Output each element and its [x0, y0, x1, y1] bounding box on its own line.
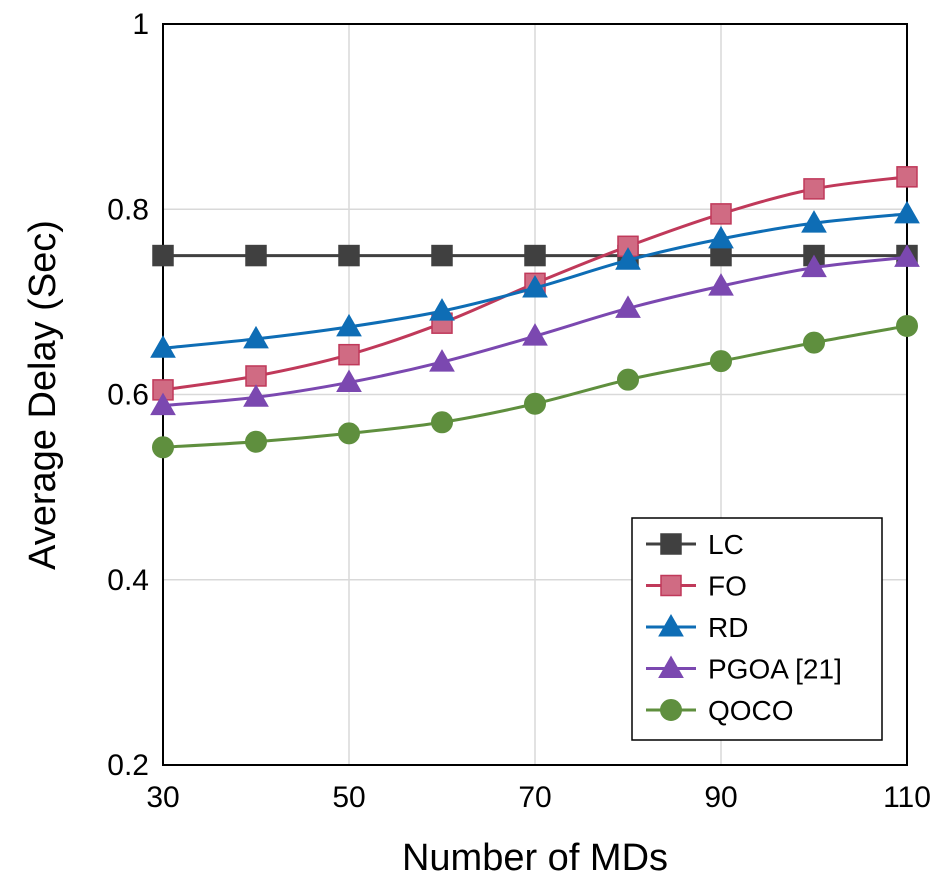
data-point [152, 436, 174, 459]
data-point [710, 203, 732, 225]
data-point [801, 254, 827, 278]
data-point [708, 225, 734, 249]
data-point [615, 247, 641, 270]
legend-label: PGOA [21] [708, 654, 842, 685]
legend-item: PGOA [21] [646, 654, 842, 685]
data-point [615, 295, 641, 318]
data-point [896, 166, 918, 188]
tick-labels: 0.2 0.4 0.6 0.8 1 30 50 70 90 110 [107, 8, 931, 814]
x-tick-label: 110 [883, 781, 931, 814]
data-point [522, 274, 548, 298]
legend-marker [660, 533, 682, 555]
y-tick-label: 1 [132, 8, 149, 41]
data-point [617, 368, 639, 391]
data-point [429, 298, 455, 321]
data-point [338, 422, 360, 445]
y-tick-label: 0.2 [107, 749, 149, 782]
data-point [801, 210, 827, 233]
legend-item: LC [646, 529, 744, 560]
y-tick-label: 0.4 [107, 564, 149, 597]
data-point [896, 314, 918, 337]
data-point [894, 244, 920, 267]
data-point [245, 430, 267, 453]
data-point [710, 350, 732, 373]
y-tick-label: 0.8 [107, 193, 149, 226]
legend-item: RD [646, 612, 748, 643]
data-point [243, 325, 269, 349]
data-point [429, 349, 455, 372]
data-point [803, 331, 825, 354]
data-point [243, 384, 269, 407]
series-layer [150, 166, 920, 459]
series-pgoa-21 [150, 244, 920, 416]
data-point [894, 200, 920, 224]
y-tick-label: 0.6 [107, 379, 149, 412]
x-axis-title: Number of MDs [402, 837, 668, 879]
legend-marker [660, 574, 682, 597]
legend-label: RD [708, 612, 748, 643]
data-point [338, 343, 360, 366]
data-point [524, 392, 546, 415]
data-point [803, 178, 825, 200]
data-point [245, 244, 267, 267]
series-qoco [152, 314, 918, 459]
legend-item: QOCO [646, 695, 794, 726]
legend-label: LC [708, 529, 744, 560]
data-point [708, 273, 734, 296]
legend-marker [660, 699, 682, 721]
data-point [431, 411, 453, 434]
legend-item: FO [646, 571, 747, 602]
data-point [152, 244, 174, 267]
legend-marker [658, 655, 684, 678]
legend-marker [658, 613, 684, 637]
data-point [336, 369, 362, 392]
legend: LC FO RD PGOA [21] QOCO [631, 517, 883, 741]
data-point [338, 244, 360, 267]
legend-label: FO [708, 571, 747, 602]
data-point [710, 244, 732, 267]
data-point [522, 323, 548, 346]
series-rd [150, 200, 920, 358]
series-lc [152, 244, 918, 267]
data-point [431, 244, 453, 267]
legend-label: QOCO [708, 695, 794, 726]
x-tick-label: 30 [146, 781, 179, 814]
y-axis-title: Average Delay (Sec) [22, 220, 64, 570]
data-point [524, 244, 546, 267]
x-tick-label: 70 [518, 781, 551, 814]
x-tick-label: 50 [332, 781, 365, 814]
data-point [245, 365, 267, 387]
data-point [150, 335, 176, 358]
x-tick-label: 90 [704, 781, 737, 814]
data-point [336, 313, 362, 337]
data-point [150, 392, 176, 416]
